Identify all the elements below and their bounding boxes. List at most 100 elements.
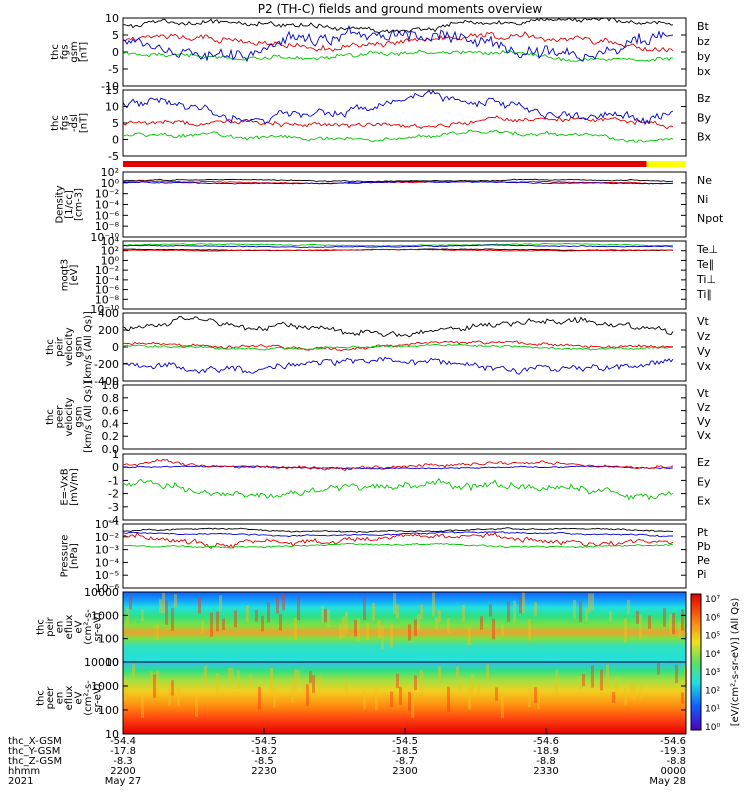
spectrogram-cell bbox=[258, 686, 261, 710]
spectrogram-cell bbox=[198, 597, 201, 614]
spectrogram-cell bbox=[513, 600, 516, 624]
y-axis-label: gsm bbox=[74, 336, 85, 357]
spectrogram-cell bbox=[393, 593, 396, 615]
spectrogram-cell bbox=[345, 611, 348, 634]
y-tick-label: 0 bbox=[112, 461, 119, 474]
y-axis-label: [1/cc] bbox=[64, 190, 75, 219]
spectrogram-cell bbox=[123, 677, 126, 702]
spectrogram-cell bbox=[615, 676, 618, 694]
spectrogram-cell bbox=[267, 602, 270, 623]
spectrogram-cell bbox=[468, 687, 471, 710]
legend-entry: By bbox=[697, 111, 712, 124]
spectrogram-cell bbox=[165, 600, 168, 625]
spectrogram-cell bbox=[162, 592, 165, 614]
spectrogram-cell bbox=[675, 664, 678, 683]
spectrogram-cell bbox=[591, 593, 594, 611]
colorbar-tick-label: 10⁰ bbox=[705, 723, 720, 733]
legend-entry: by bbox=[697, 50, 711, 63]
y-axis-label: eflux bbox=[64, 686, 75, 711]
x-axis-value: -8.7 bbox=[395, 756, 415, 767]
spectrogram-cell bbox=[609, 611, 612, 623]
spectrogram-cell bbox=[363, 596, 366, 621]
spectrogram-cell bbox=[234, 610, 237, 628]
spectrogram-cell bbox=[363, 690, 366, 710]
x-axis-value: -54.4 bbox=[110, 736, 136, 747]
spectrogram-cell bbox=[246, 605, 249, 623]
spectrogram-cell bbox=[129, 595, 132, 610]
legend-entry: Vx bbox=[697, 360, 712, 373]
y-axis-label: fgs bbox=[59, 115, 70, 130]
y-tick-label: 10⁻⁴ bbox=[95, 274, 120, 287]
legend-entry: Vt bbox=[697, 387, 710, 400]
y-axis-label: [cm-3] bbox=[74, 188, 85, 221]
x-axis-value: -18.2 bbox=[251, 746, 277, 757]
x-axis-row-label: 2021 bbox=[8, 776, 33, 787]
series-line-By bbox=[122, 129, 674, 143]
legend-entry: Pt bbox=[697, 526, 709, 539]
x-axis-value: 2300 bbox=[392, 766, 417, 777]
spectrogram-cell bbox=[633, 683, 636, 699]
colorbar-tick-label: 10³ bbox=[705, 668, 720, 678]
legend-entry: Pi bbox=[697, 568, 706, 581]
spectrogram-cell bbox=[588, 593, 591, 613]
spectrogram-cell bbox=[663, 607, 666, 627]
legend-entry: Vy bbox=[697, 415, 711, 428]
spectrogram-cell bbox=[582, 674, 585, 687]
y-tick-label: 0.4 bbox=[102, 417, 120, 430]
panel-9: 10000 1000 100 10 thcpeirenefluxeV(cm²-s-sr-… bbox=[36, 586, 687, 669]
spectrogram-cell bbox=[270, 668, 273, 691]
spectrogram-cell bbox=[420, 670, 423, 692]
y-tick-label: -5 bbox=[108, 150, 119, 163]
spectrogram-cell bbox=[678, 622, 681, 638]
spectrogram-cell bbox=[528, 619, 531, 641]
spectrogram-cell bbox=[501, 694, 504, 719]
spectrogram-cell bbox=[459, 676, 462, 693]
series-line-Vy bbox=[122, 343, 674, 351]
spectrogram-cell bbox=[339, 624, 342, 640]
spectrogram-cell bbox=[492, 618, 495, 640]
spectrogram-cell bbox=[648, 615, 651, 629]
y-tick-label: 200 bbox=[98, 324, 119, 337]
legend-entry: Ex bbox=[697, 495, 711, 508]
y-tick-label: -3 bbox=[108, 501, 119, 514]
legend-entry: Vx bbox=[697, 429, 712, 442]
spectrogram-cell bbox=[636, 610, 639, 624]
y-tick-label: 0 bbox=[112, 134, 119, 147]
spectrogram-cell bbox=[486, 664, 489, 680]
spectrogram-cell bbox=[507, 601, 510, 622]
spectrogram-cell bbox=[672, 612, 675, 634]
y-tick-label: 0 bbox=[112, 341, 119, 354]
series-line-Ti∥ bbox=[122, 242, 674, 247]
spectrogram-cell bbox=[216, 672, 219, 695]
spectrogram-cell bbox=[639, 685, 642, 699]
x-axis-value: -54.6 bbox=[533, 736, 559, 747]
y-axis-label: E=-VxB bbox=[59, 468, 70, 505]
y-axis-label: velocity bbox=[64, 327, 75, 366]
x-axis-value: -8.3 bbox=[113, 756, 133, 767]
colorbar-tick-label: 10⁴ bbox=[705, 650, 720, 660]
spectrogram-cell bbox=[177, 686, 180, 707]
spectrogram-cell bbox=[222, 618, 225, 631]
x-axis-value: -8.5 bbox=[254, 756, 274, 767]
y-axis-label: thc bbox=[50, 115, 61, 131]
y-axis-label: Density bbox=[55, 185, 66, 223]
colorbar-tick-label: 10² bbox=[705, 686, 720, 696]
y-tick-label: 10 bbox=[105, 728, 119, 741]
spectrogram-cell bbox=[657, 663, 660, 675]
x-axis-row-label: thc_Z-GSM bbox=[8, 756, 62, 767]
legend-entry: Ez bbox=[697, 456, 710, 469]
panel-7: 10-1-2-3-4 E=-VxB[mV/m] Ez Ey Ex bbox=[59, 448, 711, 527]
y-tick-label: 1000 bbox=[91, 680, 119, 693]
y-axis-label: (cm²-s- bbox=[83, 609, 94, 645]
series-line-Pe bbox=[122, 542, 674, 549]
spectrogram-cell bbox=[126, 608, 129, 626]
spectrogram-cell bbox=[231, 667, 234, 687]
y-axis-label: thc bbox=[36, 619, 47, 635]
spectrogram-cell bbox=[237, 670, 240, 689]
spectrogram-cell bbox=[159, 599, 162, 613]
spectrogram-cell bbox=[156, 624, 159, 640]
legend-entry: Pe bbox=[697, 554, 710, 567]
y-axis-label: [mV/m] bbox=[69, 468, 80, 506]
y-tick-label: -1 bbox=[108, 474, 119, 487]
